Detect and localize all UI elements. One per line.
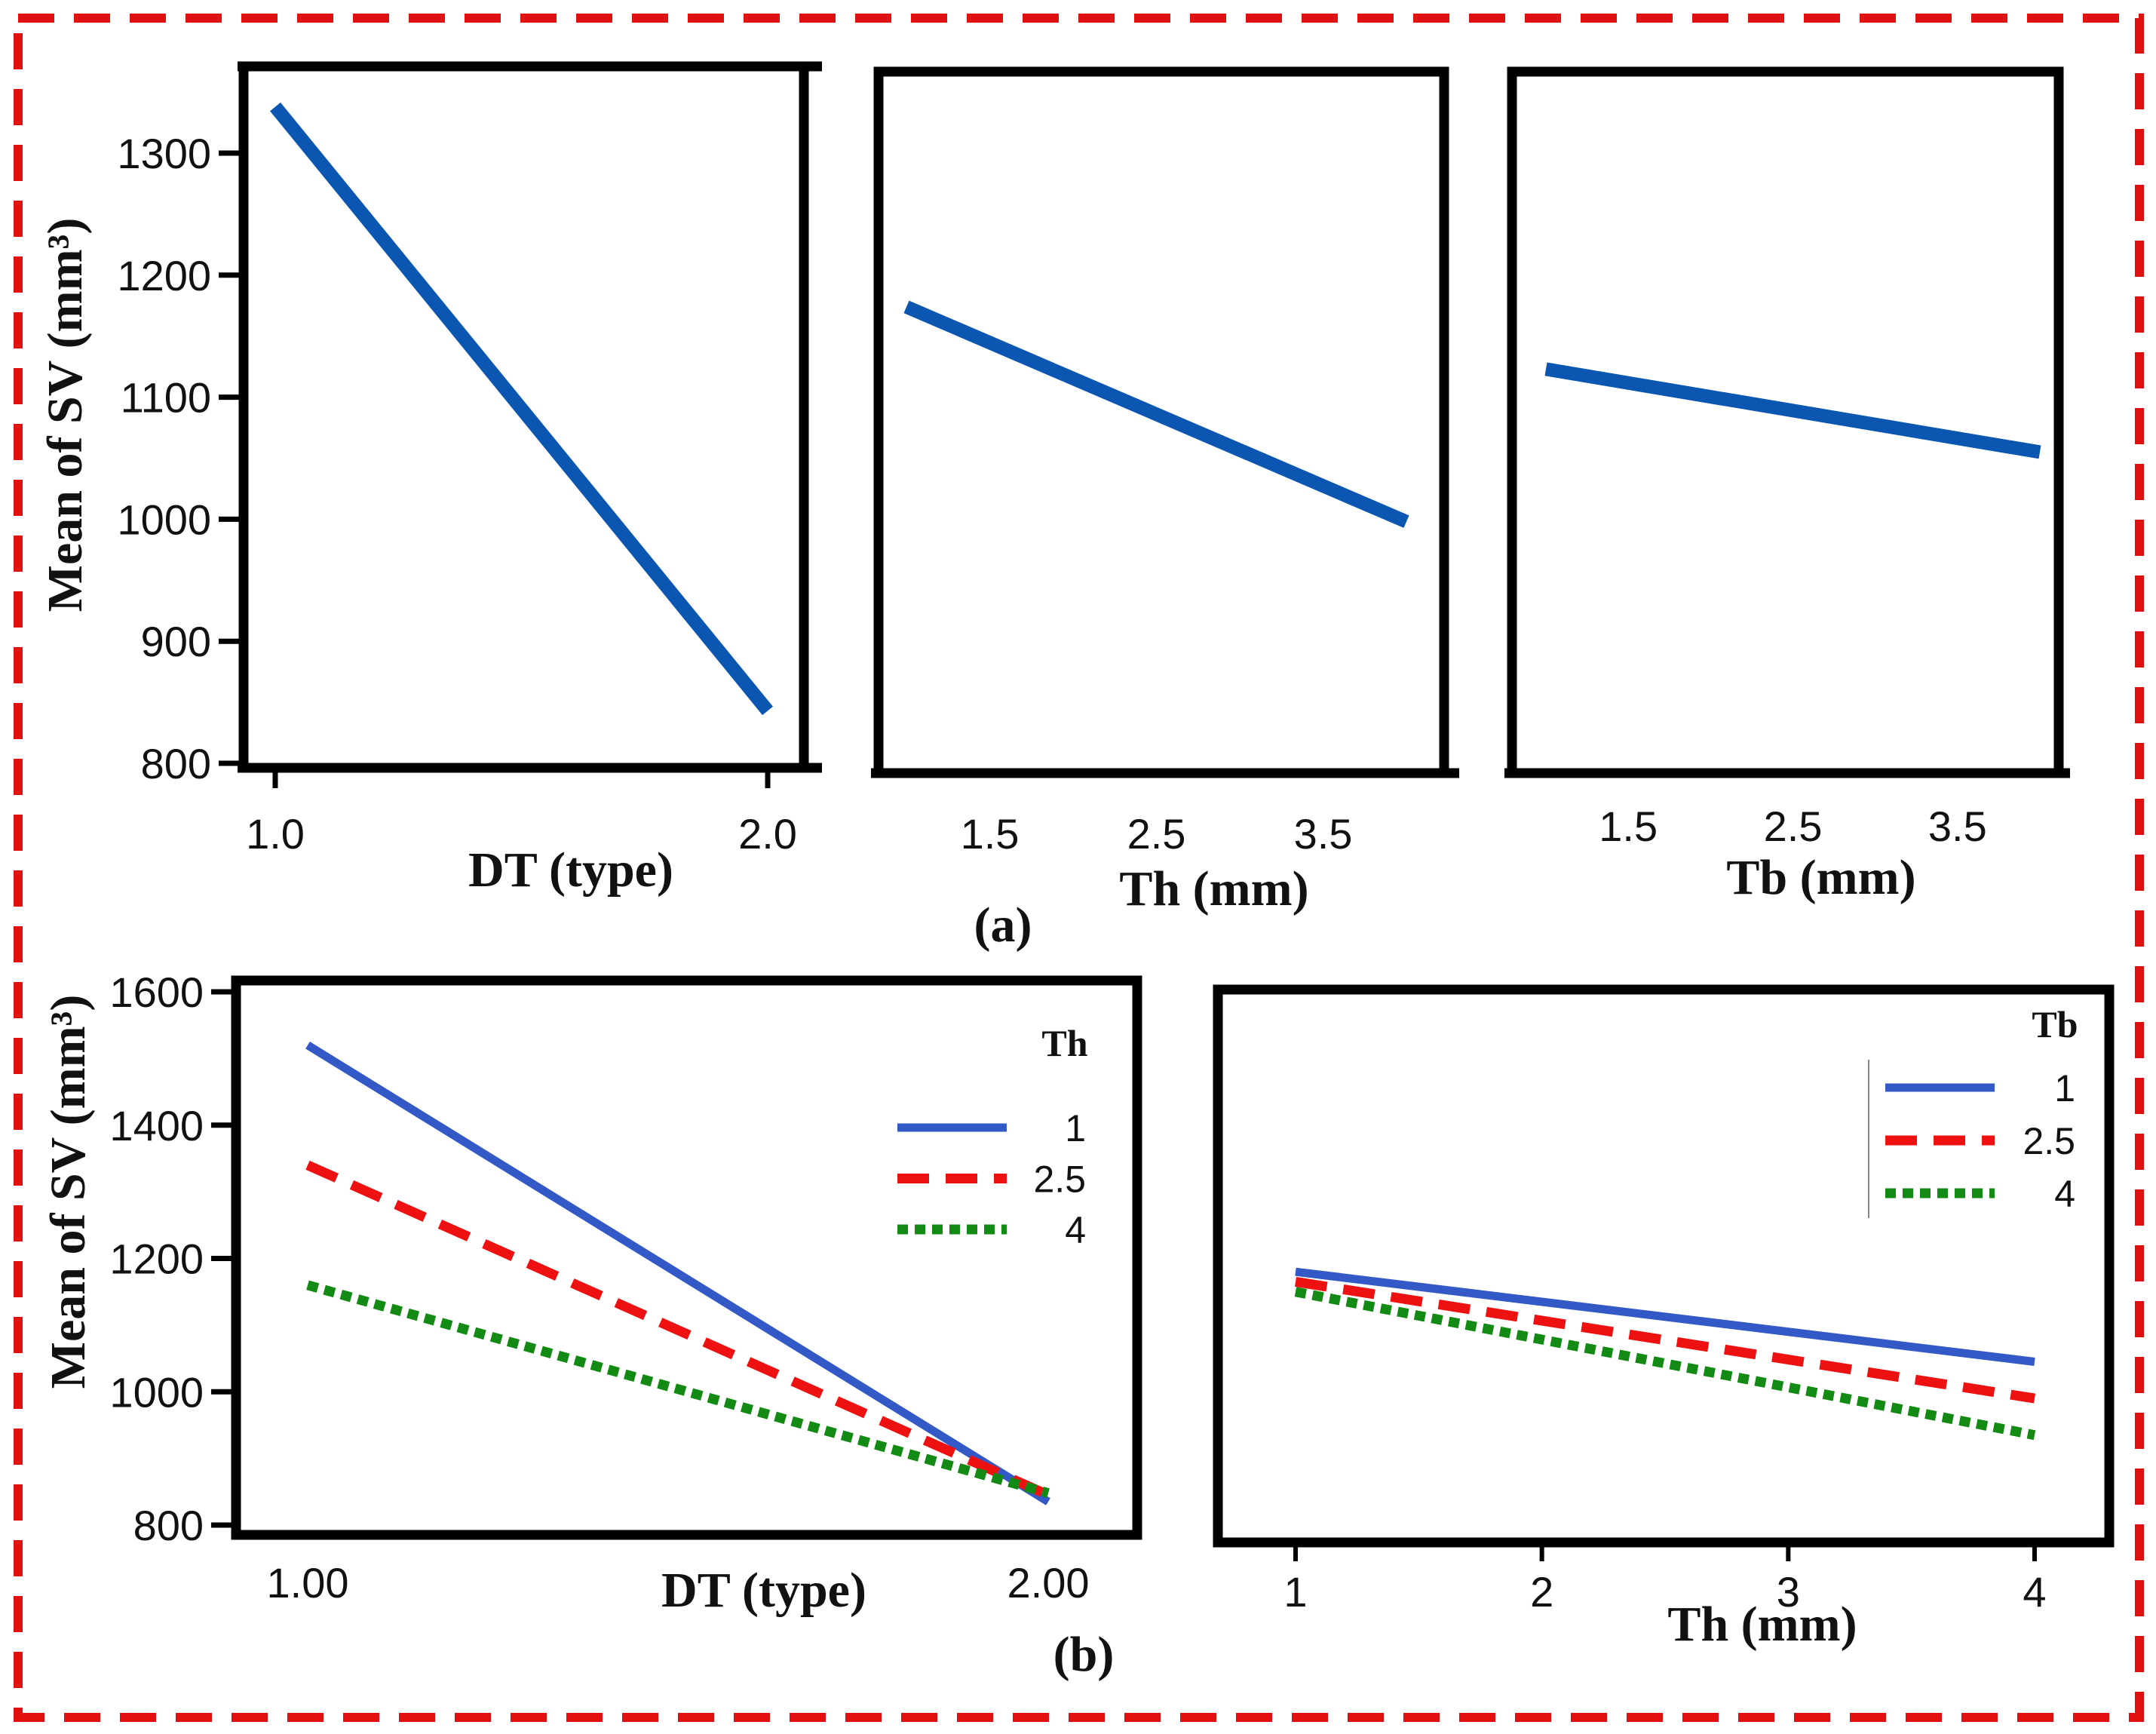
panel-label-a: (a) — [974, 898, 1032, 953]
chart-a3-x-axis-label: Tb (mm) — [1726, 850, 1915, 905]
chart-b2-frame — [1213, 984, 2115, 1548]
chart-a1-y-tick-label: 1100 — [121, 374, 211, 422]
chart-b1-x-axis-label: DT (type) — [661, 1563, 866, 1618]
chart-b2-legend-label-1: 1 — [2054, 1067, 2075, 1109]
chart-b1-frame — [231, 975, 1142, 1540]
chart-b1-legend-label-2.5: 2.5 — [1033, 1159, 1086, 1201]
chart-b1: 800 1000 1200 1400 1600 1.00 2.00 Th 1 2.5 4 DT … — [41, 968, 1142, 1618]
chart-a1-y-tick-label: 1000 — [117, 496, 211, 543]
chart-b1-series-line-4 — [306, 1280, 1050, 1498]
chart-b2-x-tick-label: 3 — [1777, 1568, 1800, 1616]
chart-b2-legend-label-2.5: 2.5 — [2023, 1120, 2075, 1162]
chart-a1-y-tick-label: 1300 — [117, 130, 211, 177]
chart-a3-frame — [1507, 66, 2064, 778]
chart-a2: 1.5 2.5 3.5 Th (mm) — [871, 66, 1459, 916]
chart-a1-mean-line — [270, 102, 773, 716]
chart-b1-y-tick-label: 1600 — [109, 968, 204, 1016]
chart-a1-y-axis-label: Mean of SV (mm³) — [38, 218, 93, 612]
chart-b2-series-line-4 — [1294, 1287, 2036, 1441]
chart-b1-legend-label-4: 4 — [1065, 1209, 1086, 1251]
chart-b2-x-tick-label: 2 — [1530, 1568, 1553, 1616]
chart-b1-series-line-1 — [305, 1042, 1050, 1505]
chart-a2-x-axis-label: Th (mm) — [1119, 861, 1308, 916]
chart-b1-y-tick-label: 1000 — [109, 1368, 204, 1416]
chart-a1-x-tick-label: 1.0 — [246, 810, 305, 858]
chart-b2: 1 2 3 4 Tb 1 2.5 4 Th (mm) — [1213, 984, 2115, 1652]
chart-b2-series-line-2.5 — [1294, 1277, 2036, 1404]
panel-label-b: (b) — [1053, 1627, 1115, 1682]
chart-b2-x-tick-label: 4 — [2023, 1568, 2046, 1616]
chart-b1-y-axis-label: Mean of SV (mm³) — [41, 995, 96, 1389]
chart-b1-y-tick-label: 1400 — [109, 1102, 204, 1149]
chart-a2-mean-line — [903, 300, 1409, 528]
chart-b1-x-tick-label: 2.00 — [1007, 1559, 1090, 1607]
chart-b1-legend-title: Th — [1041, 1022, 1087, 1064]
chart-b2-legend-label-4: 4 — [2054, 1173, 2075, 1215]
chart-a1-y-tick-label: 900 — [141, 618, 211, 665]
figure-border — [14, 14, 2144, 1722]
chart-b1-y-tick-label: 1200 — [109, 1235, 204, 1283]
chart-a1-x-axis-label: DT (type) — [468, 842, 673, 898]
chart-b1-series-line-2.5 — [305, 1160, 1050, 1500]
chart-a1-y-tick-label: 800 — [141, 740, 211, 787]
chart-b1-x-tick-label: 1.00 — [267, 1559, 349, 1607]
chart-a2-x-tick-label: 1.5 — [961, 810, 1020, 858]
chart-b2-series-line-1 — [1295, 1267, 2035, 1366]
chart-b1-y-tick-label: 800 — [133, 1502, 204, 1549]
chart-a3-x-tick-label: 1.5 — [1599, 803, 1658, 850]
chart-a1-y-tick-label: 1200 — [117, 252, 211, 299]
chart-a3-x-tick-label: 2.5 — [1764, 803, 1823, 850]
chart-a2-x-tick-label: 3.5 — [1294, 810, 1353, 858]
chart-a3: 1.5 2.5 3.5 Tb (mm) — [1504, 66, 2070, 905]
chart-b1-legend-label-1: 1 — [1065, 1107, 1086, 1149]
chart-b2-x-axis-label: Th (mm) — [1667, 1597, 1857, 1652]
chart-a3-x-tick-label: 3.5 — [1928, 803, 1987, 850]
chart-b2-legend-title: Tb — [2032, 1003, 2078, 1045]
chart-a1-x-tick-label: 2.0 — [738, 810, 797, 858]
chart-a3-mean-line — [1544, 362, 2041, 459]
chart-a2-x-tick-label: 2.5 — [1127, 810, 1186, 858]
chart-b2-x-tick-label: 1 — [1283, 1568, 1307, 1616]
